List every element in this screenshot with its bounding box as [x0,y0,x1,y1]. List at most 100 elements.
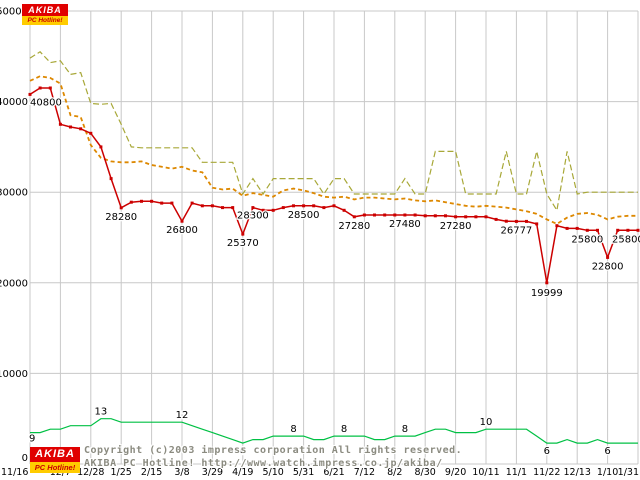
lowest-price-marker [58,122,62,126]
copyright-line1: Copyright (c)2003 impress corporation Al… [84,445,463,456]
x-axis-label: 12/13 [564,467,591,478]
average-price-line [29,75,638,225]
y-axis-label: 20000 [0,278,28,289]
x-axis-label: 5/10 [263,467,284,478]
lowest-price-marker [454,215,458,219]
shops-annotation: 8 [341,424,347,435]
lowest-price-marker [160,201,164,205]
x-axis-label: 6/21 [323,467,344,478]
lowest-price-marker [312,204,316,208]
lowest-price-marker [190,201,194,205]
lowest-price-marker [514,219,518,223]
lowest-price-marker [79,127,83,131]
copyright-line2: AKIBA PC Hotline! http://www.watch.impre… [84,458,443,469]
lowest-price-marker [362,213,366,217]
lowest-price-marker [109,177,113,181]
lowest-price-marker [373,213,376,217]
lowest-price-marker [170,201,174,205]
x-axis-label: 11/16 [1,467,28,478]
x-axis-label: 8/30 [415,467,436,478]
lowest-price-marker [403,213,407,217]
lowest-price-marker [616,228,620,232]
lowest-annotation: 25370 [227,238,259,249]
lowest-price-marker [393,213,397,217]
shops-annotation: 10 [480,417,493,428]
lowest-price-marker [271,208,275,212]
lowest-annotation: 27280 [338,221,370,232]
lowest-price-marker [129,200,133,204]
lowest-price-marker [180,219,184,223]
lowest-price-marker [464,215,468,219]
lowest-price-marker [342,208,346,212]
x-axis-label: 11/22 [533,467,560,478]
lowest-price-marker [241,232,245,236]
lowest-price-marker [28,92,32,96]
lowest-price-marker [504,219,508,223]
lowest-annotation: 28500 [288,210,320,221]
lowest-price-marker [555,224,559,228]
x-axis-label: 9/20 [445,467,466,478]
lowest-price-marker [535,222,539,226]
lowest-annotation: 28300 [237,211,269,222]
lowest-price-marker [606,255,610,259]
akiba-logo-bottom: AKIBA PC Hotline! [30,447,80,473]
lowest-price-marker [585,228,589,232]
lowest-price-marker [302,204,306,208]
akiba-logo-text: AKIBA [30,447,80,462]
shops-annotation: 9 [29,434,35,445]
lowest-price-marker [474,215,478,219]
lowest-price-marker [221,206,224,210]
lowest-price-marker [444,214,447,218]
x-axis-label: 5/31 [293,467,314,478]
lowest-annotation: 28280 [105,212,137,223]
y-axis-label: 50000 [0,7,28,18]
shops-annotation: 13 [95,407,108,418]
y-axis-label: 40000 [0,97,28,108]
lowest-price-marker [575,226,579,230]
y-axis-label: 0 [22,453,28,464]
pc-hotline-logo-text: PC Hotline! [22,16,68,25]
x-axis-label: 4/19 [232,467,253,478]
x-axis-label: 1/25 [111,467,132,478]
x-axis-label: 1/31 [618,467,639,478]
shops-annotation: 8 [290,424,296,435]
lowest-price-marker [423,214,427,218]
pc-hotline-logo-text: PC Hotline! [30,462,80,473]
x-axis-label: 12/28 [77,467,104,478]
akiba-logo-text: AKIBA [22,4,68,16]
lowest-price-marker [38,86,42,90]
lowest-annotation: 25800 [612,234,640,245]
lowest-annotation: 19999 [531,288,563,299]
lowest-price-marker [545,281,549,285]
shops-annotation: 12 [176,410,189,421]
highest-price-line [29,51,638,212]
y-axis-label: 30000 [0,188,28,199]
lowest-annotation: 25800 [571,234,603,245]
lowest-annotation: 22800 [592,261,624,272]
lowest-price-marker [352,215,356,219]
x-axis-label: 3/8 [174,467,189,478]
x-axis-label: 10/11 [472,467,499,478]
x-axis-label: 8/2 [387,467,402,478]
shop-count-line [30,418,638,444]
lowest-price-marker [484,215,488,219]
lowest-price-marker [140,199,143,203]
lowest-price-marker [89,131,93,135]
lowest-price-marker [99,145,103,149]
lowest-price-marker [210,204,214,208]
copyright-text: Copyright (c)2003 impress corporation Al… [84,444,462,470]
lowest-price-marker [626,228,630,232]
lowest-annotation: 26777 [500,225,532,236]
lowest-price-marker [596,228,599,232]
lowest-price-marker [292,204,295,208]
lowest-price-marker [150,199,154,203]
lowest-price-marker [261,208,265,212]
shops-annotation: 6 [240,446,246,457]
lowest-price-marker [433,214,437,218]
lowest-price-marker [494,217,498,221]
x-axis-label: 2/15 [141,467,162,478]
lowest-price-marker [281,206,285,210]
lowest-price-marker [322,206,326,210]
lowest-price-marker [251,206,255,210]
